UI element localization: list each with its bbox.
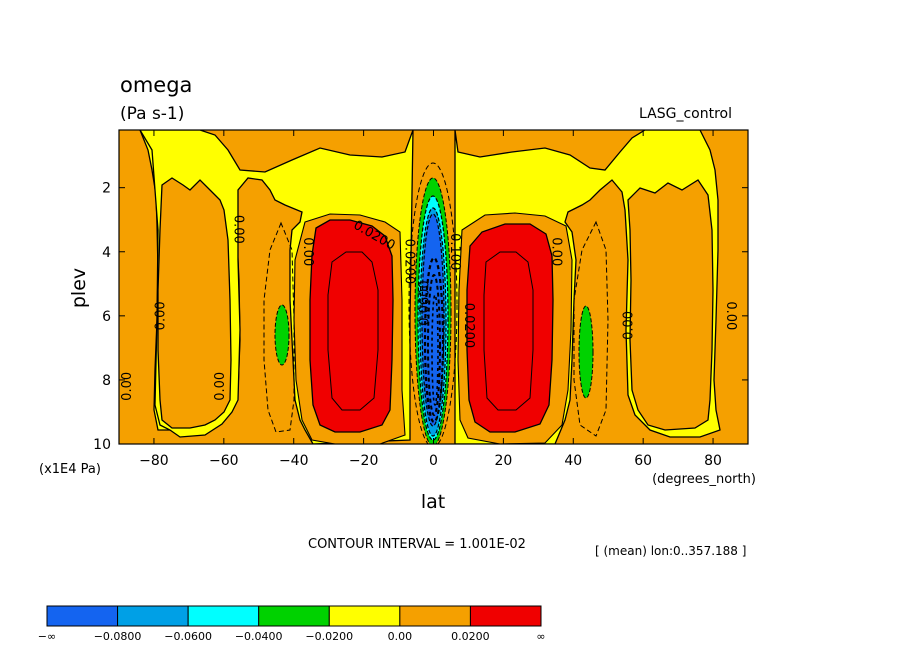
colorbar-swatch [328,605,401,627]
equatorial-dense-contours-3 [431,294,439,406]
y-tick-label: 6 [102,309,111,325]
contour-label: 0.00 [213,372,228,401]
contour-label: 0.0200 [402,239,417,285]
red-inner-contour-right [483,251,534,411]
colorbar-swatch [399,605,471,627]
x-axis: −80 −60 −40 −20 0 20 40 60 80 [139,130,722,469]
contour-label: 0.00 [300,237,315,266]
x-axis-title: lat [421,491,445,513]
y-tick-label: 2 [102,181,111,197]
y-axis: 2 4 6 8 10 [93,181,748,453]
x-tick-label: 40 [564,453,582,469]
x-tick-label: −60 [209,453,239,469]
y-tick-label: 8 [102,373,111,389]
colorbar-level-label: −0.0200 [305,630,353,643]
contour-label: 0.0200 [461,303,476,349]
red-inner-contour-left [327,251,379,411]
contour-label: 0.00 [120,372,135,401]
y-axis-title: plev [68,268,90,308]
green-spot-east [578,305,594,399]
orange-block-right [627,179,714,431]
x-units-label: (degrees_north) [652,472,756,487]
contour-label: 0.00 [230,215,245,244]
contour-label: 0.00 [622,311,637,340]
chart-units: (Pa s-1) [120,104,184,124]
y-tick-label: 4 [102,245,111,261]
dashed-contour-west [263,221,295,433]
colorbar-level-label: −0.0800 [94,630,142,643]
x-tick-label: 60 [634,453,652,469]
x-tick-label: −20 [349,453,379,469]
colorbar-swatch [117,605,189,627]
x-tick-label: −40 [279,453,309,469]
averaging-text: [ (mean) lon:0..357.188 ] [595,544,746,558]
x-tick-label: 20 [494,453,512,469]
equatorial-dense-contours-2 [427,274,441,416]
contour-interval-text: CONTOUR INTERVAL = 1.001E-02 [308,537,526,552]
equatorial-dense-contours-1 [423,256,445,424]
colorbar-swatch [469,605,542,627]
colorbar-level-label: −0.0600 [164,630,212,643]
contour-labels: 0.000.000.000.000.00 0.02000.02000.06000.… [120,215,738,401]
contour-fields [119,130,748,444]
colorbar-level-label: −∞ [38,630,56,643]
colorbar-level-label: 0.00 [388,630,413,643]
y-units-label: (x1E4 Pa) [39,462,101,477]
contour-label: 0.00 [548,237,563,266]
colorbar-level-label: 0.0200 [451,630,490,643]
contour-label: 0.0600 [417,280,432,326]
green-spot-west [274,304,290,366]
dataset-label: LASG_control [639,106,732,122]
equatorial-outer-contour [408,162,458,444]
contour-label: 0.100 [447,233,462,270]
colorbar-level-label: ∞ [536,630,545,643]
contour-label: 0.00 [723,301,738,330]
colorbar-level-label: −0.0400 [235,630,283,643]
y-tick-label: 10 [93,437,111,453]
orange-block-left [157,177,232,429]
chart-title: omega [120,73,192,97]
x-tick-label: −80 [139,453,169,469]
contour-label: 0.00 [153,301,168,330]
red-cell-right [466,223,554,433]
dashed-contour-east [573,220,609,437]
colorbar-swatch [187,605,260,627]
colorbar-swatch [258,605,330,627]
colorbar-swatch [46,605,119,627]
x-tick-label: 0 [429,453,438,469]
x-tick-label: 80 [704,453,722,469]
colorbar: −∞ −0.0800 −0.0600 −0.0400 −0.0200 0.00 0.0200… [38,605,546,643]
